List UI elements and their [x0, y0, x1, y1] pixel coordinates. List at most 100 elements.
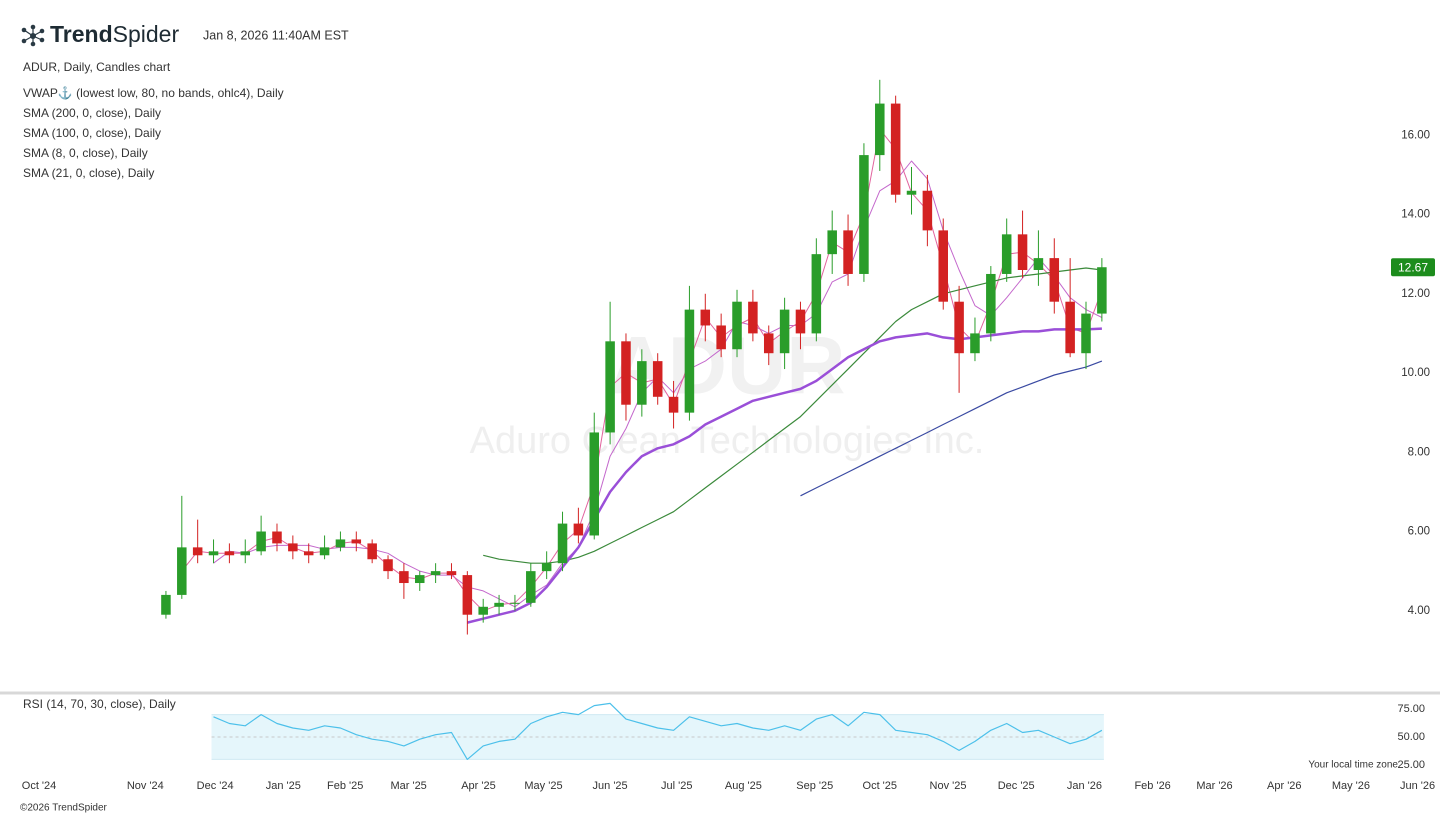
candle-body: [1081, 313, 1091, 354]
rsi-line: [213, 702, 1103, 760]
candle-body: [1033, 258, 1044, 270]
candle-body: [510, 602, 520, 604]
y-tick-label: 16.00: [1401, 129, 1430, 141]
brand-light: Spider: [113, 21, 180, 47]
candle-body: [557, 523, 568, 564]
x-tick-label: Oct '24: [22, 780, 57, 792]
candle-body: [779, 309, 790, 354]
candle-body: [478, 606, 488, 615]
candle-body: [367, 543, 377, 560]
candle-body: [351, 539, 362, 544]
candle-body: [208, 551, 219, 556]
y-tick-label: 12.00: [1401, 288, 1430, 300]
candle-body: [446, 571, 457, 576]
timezone-note: Your local time zone: [1308, 760, 1398, 771]
rsi-tick-label: 25.00: [1397, 759, 1425, 771]
brand-bold: Trend: [50, 21, 113, 47]
candle-body: [954, 301, 964, 354]
candle-body: [621, 341, 631, 405]
candle-body: [795, 309, 806, 334]
candle-body: [526, 571, 536, 603]
candle-body: [684, 309, 695, 413]
x-tick-label: Apr '25: [461, 780, 496, 792]
candle-body: [541, 563, 552, 572]
x-tick-label: Dec '25: [998, 780, 1035, 792]
candle-body: [240, 551, 251, 556]
x-tick-label: Mar '25: [390, 780, 426, 792]
candle-body: [430, 571, 441, 576]
indicator-line: [467, 327, 1102, 624]
candle-body: [748, 301, 758, 334]
x-tick-label: Jun '26: [1400, 780, 1435, 792]
x-tick-label: Mar '26: [1196, 780, 1232, 792]
y-tick-label: 10.00: [1401, 367, 1430, 379]
last-price-label: 12.67: [1398, 260, 1428, 274]
candle-body: [399, 571, 409, 584]
y-tick-label: 14.00: [1401, 209, 1430, 221]
legend-entry: SMA (100, 0, close), Daily: [23, 126, 161, 140]
legend-entry: SMA (8, 0, close), Daily: [23, 146, 148, 160]
legend-entry: VWAP⚓ (lowest low, 80, no bands, ohlc4),…: [23, 86, 284, 100]
rsi-title: RSI (14, 70, 30, close), Daily: [23, 697, 176, 711]
candle-body: [890, 103, 901, 195]
legend-entry: SMA (200, 0, close), Daily: [23, 106, 161, 120]
candle-body: [859, 155, 869, 274]
candle-body: [827, 230, 837, 255]
timestamp: Jan 8, 2026 11:40AM EST: [203, 28, 349, 42]
candle-body: [303, 551, 314, 556]
chart-title: ADUR, Daily, Candles chart: [23, 60, 171, 74]
candle-body: [462, 575, 473, 615]
candle-body: [256, 531, 266, 552]
x-tick-label: Jan '26: [1067, 780, 1102, 792]
candle-body: [383, 559, 393, 572]
x-tick-label: Jul '25: [661, 780, 692, 792]
x-tick-label: Feb '26: [1134, 780, 1170, 792]
x-tick-label: Oct '25: [863, 780, 898, 792]
x-tick-label: Feb '25: [327, 780, 363, 792]
candle-body: [763, 333, 774, 354]
x-tick-label: Dec '24: [197, 780, 234, 792]
brand: TrendSpider: [50, 21, 179, 47]
y-tick-label: 8.00: [1408, 446, 1430, 458]
x-tick-label: Apr '26: [1267, 780, 1302, 792]
candle-body: [1065, 301, 1075, 354]
y-tick-label: 4.00: [1408, 605, 1430, 617]
last-price-tag: [1391, 258, 1435, 277]
candle-body: [1049, 258, 1060, 302]
candle-body: [732, 301, 742, 350]
candle-body: [637, 361, 647, 405]
candle-body: [192, 547, 203, 556]
candle-body: [716, 325, 726, 350]
logo-icon: [21, 24, 45, 47]
candle-body: [573, 523, 584, 536]
candle-body: [1097, 267, 1107, 314]
rsi-tick-label: 75.00: [1397, 703, 1425, 715]
x-tick-label: May '26: [1332, 780, 1370, 792]
candle-body: [319, 547, 330, 556]
candle-body: [652, 361, 663, 397]
candle-body: [224, 551, 235, 556]
candle-body: [161, 594, 171, 615]
candle-body: [589, 432, 600, 536]
x-tick-label: Jan '25: [266, 780, 301, 792]
candle-body: [414, 575, 425, 584]
candle-body: [922, 190, 933, 231]
candle-body: [875, 103, 885, 156]
candle-body: [970, 333, 980, 354]
candle-body: [335, 539, 346, 548]
candle-body: [177, 547, 187, 595]
copyright: ©2026 TrendSpider: [20, 803, 108, 814]
candle-body: [986, 273, 996, 334]
y-tick-label: 6.00: [1408, 526, 1430, 538]
candle-body: [906, 190, 917, 195]
candle-body: [288, 543, 298, 552]
indicator-line: [483, 267, 1102, 564]
x-tick-label: Sep '25: [796, 780, 833, 792]
candle-body: [605, 341, 615, 433]
candle-body: [1001, 234, 1012, 274]
candle-body: [668, 396, 679, 413]
candle-body: [272, 531, 282, 544]
